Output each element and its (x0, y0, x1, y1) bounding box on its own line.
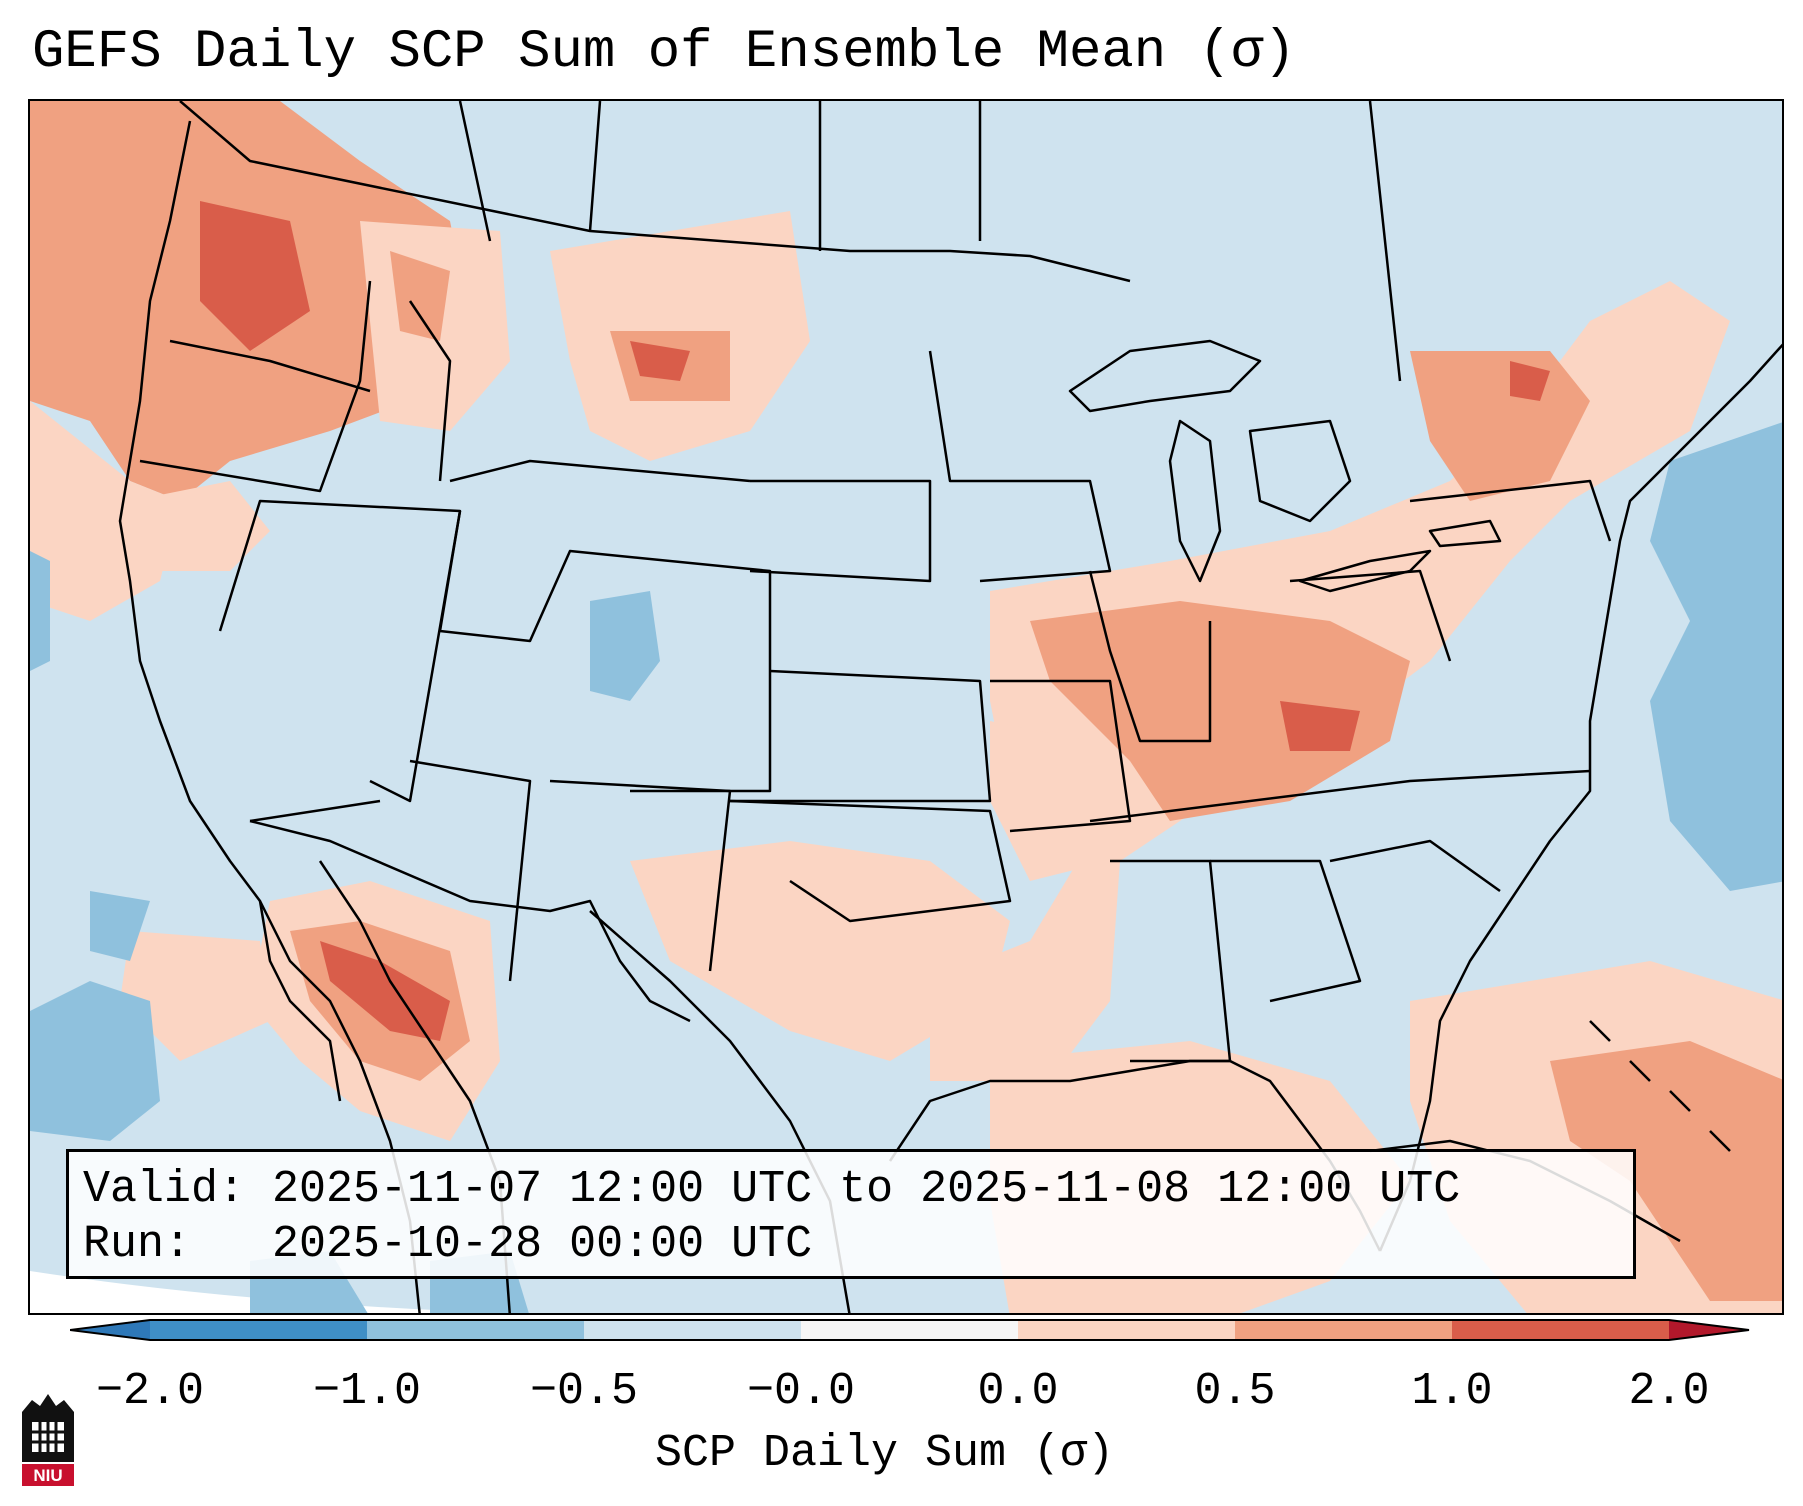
lake-superior (1068, 339, 1262, 413)
run-time-text: Run: 2025-10-28 00:00 UTC (83, 1219, 813, 1270)
state-line-mt-wy (449, 459, 751, 483)
scp-region-pacific-low (30, 981, 160, 1141)
lake-ontario (1428, 519, 1502, 548)
state-line-nd-sd (749, 479, 932, 583)
scp-region-arkansas (990, 721, 1110, 881)
state-line-sc-nc (1329, 839, 1501, 893)
scp-shading-positive (30, 101, 1782, 1313)
scp-region-baja-west (120, 931, 270, 1061)
state-line-wa-or (169, 339, 371, 393)
colorbar-bin-3 (584, 1320, 801, 1340)
colorbar-tick-label: 2.0 (1628, 1366, 1710, 1417)
projection-outside-area (30, 1271, 503, 1313)
state-line-tn-kn (1089, 769, 1591, 823)
colorbar-outline (70, 1319, 1750, 1341)
lake-erie (1298, 549, 1432, 593)
scp-region-east-core (1030, 601, 1410, 821)
colorbar (70, 1319, 1750, 1341)
colorbar-bin-4 (801, 1320, 1018, 1340)
colorbar-tick-label: −0.0 (746, 1366, 856, 1417)
baja-peninsula (258, 900, 342, 1102)
colorbar-over-extension (1669, 1320, 1749, 1340)
colorbar-under-extension (70, 1320, 150, 1340)
scp-region-texas (630, 841, 1010, 1061)
niu-logo: NIU (22, 1394, 74, 1486)
atlantic-coast (1378, 343, 1782, 1252)
state-line-ok-tx (729, 799, 1012, 923)
scp-region-oregon-coast (130, 481, 270, 571)
lake-michigan (1168, 419, 1222, 583)
scp-region-northwest-core (200, 201, 310, 351)
valid-time-text: Valid: 2025-11-07 12:00 UTC to 2025-11-0… (83, 1164, 1461, 1215)
colorbar-tick-label: −0.5 (529, 1366, 639, 1417)
scp-region-caribbean (1550, 1041, 1782, 1301)
colorbar-label: SCP Daily Sum (σ) (655, 1428, 1115, 1479)
state-line-ca-nv (249, 799, 381, 823)
scp-region-pacific-low-2 (90, 891, 150, 961)
colorbar-bin-1 (150, 1320, 367, 1340)
map-canvas (30, 101, 1782, 1313)
bahamas (1589, 1020, 1731, 1152)
state-line-nv (218, 499, 462, 803)
scp-shading-negative (30, 422, 1782, 1313)
state-line-il-in (1088, 570, 1212, 743)
scp-region-atlantic-low (1650, 422, 1782, 891)
colorbar-tick-label: −1.0 (312, 1366, 422, 1417)
scp-region-northwest-light (30, 401, 180, 621)
scp-region-west-coast-low (30, 551, 50, 671)
canada-border (179, 101, 1131, 283)
colorbar-bin-2 (367, 1320, 584, 1340)
niu-logo-text: NIU (33, 1466, 62, 1485)
scp-region-new-york (1410, 351, 1590, 501)
canada-province-line (458, 101, 1402, 382)
state-line-ne-ks (730, 669, 992, 803)
valid-time-box: Valid: 2025-11-07 12:00 UTC to 2025-11-0… (66, 1149, 1636, 1279)
state-line-ut-co (438, 510, 772, 793)
map-panel (28, 99, 1784, 1315)
lake-huron (1248, 419, 1352, 523)
state-line-az-nm (409, 759, 532, 982)
state-line-ms-al (1110, 859, 1232, 1063)
state-line-oh-pa (1289, 569, 1452, 662)
scp-region-kentucky-max (1280, 701, 1360, 751)
state-line-mo-ar (990, 679, 1132, 833)
state-line-id-mt (408, 300, 452, 482)
state-line-nm-tx (549, 779, 732, 972)
colorbar-bin-7 (1452, 1320, 1669, 1340)
state-line-or-id (139, 280, 372, 493)
scp-region-new-york-max (1510, 361, 1550, 401)
colorbar-tick-label: −2.0 (95, 1366, 205, 1417)
colorbar-bin-6 (1235, 1320, 1452, 1340)
scp-region-idaho-core (390, 251, 450, 341)
scp-region-montana-max (630, 341, 690, 381)
state-line-mn-ia (928, 350, 1112, 583)
colorbar-bin-5 (1018, 1320, 1235, 1340)
state-line-ga-fl (1210, 859, 1362, 1003)
mexico-border (249, 819, 691, 1023)
state-line-ny-pa (1409, 479, 1612, 542)
chart-title: GEFS Daily SCP Sum of Ensemble Mean (σ) (32, 22, 1296, 83)
scp-region-colorado-low (590, 591, 660, 701)
colorbar-tick-label: 0.5 (1194, 1366, 1276, 1417)
west-coast (118, 120, 421, 1313)
scp-region-baja-max (320, 941, 450, 1041)
colorbar-tick-label: 0.0 (977, 1366, 1059, 1417)
colorbar-tick-label: 1.0 (1411, 1366, 1493, 1417)
